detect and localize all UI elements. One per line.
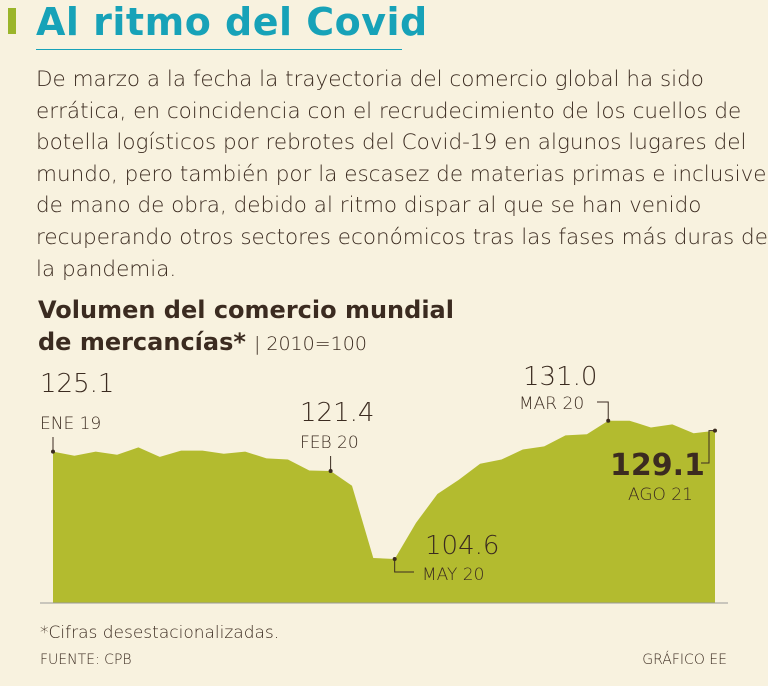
paragraph-line: De marzo a la fecha la trayectoria del c… bbox=[36, 67, 704, 92]
paragraph-line: la pandemia. bbox=[36, 256, 177, 282]
paragraph-line: de mano de obra, debido al ritmo dispar … bbox=[36, 193, 702, 219]
category-label: MAR 20 bbox=[519, 394, 584, 414]
category-label: AGO 21 bbox=[628, 485, 693, 505]
area bbox=[53, 420, 715, 603]
point bbox=[713, 428, 717, 433]
value-label: 121.4 bbox=[300, 398, 374, 428]
leader-line bbox=[701, 430, 715, 464]
chart-title: de mercancías* | 2010=100 bbox=[38, 328, 367, 356]
paragraph-line: botella logísticos por rebrotes del Covi… bbox=[36, 130, 747, 156]
footnote: *Cifras desestacionalizadas. bbox=[40, 623, 279, 643]
title-rule bbox=[36, 49, 402, 50]
value-label: 131.0 bbox=[523, 362, 597, 392]
chart-title-line: de mercancías* bbox=[38, 328, 246, 356]
point bbox=[328, 469, 333, 473]
category-label: ENE 19 bbox=[40, 414, 101, 434]
value-label: 125.1 bbox=[40, 369, 114, 399]
paragraph-line: mundo, pero también por la escasez de ma… bbox=[36, 161, 767, 187]
category-label: MAY 20 bbox=[422, 565, 484, 585]
paragraph-line: recuperando otros sectores económicos tr… bbox=[36, 224, 768, 250]
value-label: 104.6 bbox=[425, 531, 499, 561]
category-label: FEB 20 bbox=[300, 433, 359, 453]
chart-subtitle: | 2010=100 bbox=[254, 333, 367, 355]
chart-title: Volumen del comercio mundial bbox=[38, 296, 454, 324]
source: FUENTE: CPB bbox=[40, 652, 132, 668]
credit: GRÁFICO EE bbox=[642, 651, 727, 668]
value-label: 129.1 bbox=[610, 448, 705, 483]
accent-bar bbox=[8, 8, 16, 34]
paragraph: De marzo a la fecha la trayectoria del c… bbox=[36, 64, 768, 285]
point bbox=[392, 557, 397, 561]
leader-line bbox=[394, 559, 414, 573]
leader-line bbox=[597, 401, 609, 421]
page-title: Al ritmo del Covid bbox=[36, 0, 428, 44]
paragraph-line: errática, en coincidencia con el recrude… bbox=[36, 98, 742, 124]
point bbox=[51, 449, 55, 454]
point bbox=[606, 418, 611, 423]
